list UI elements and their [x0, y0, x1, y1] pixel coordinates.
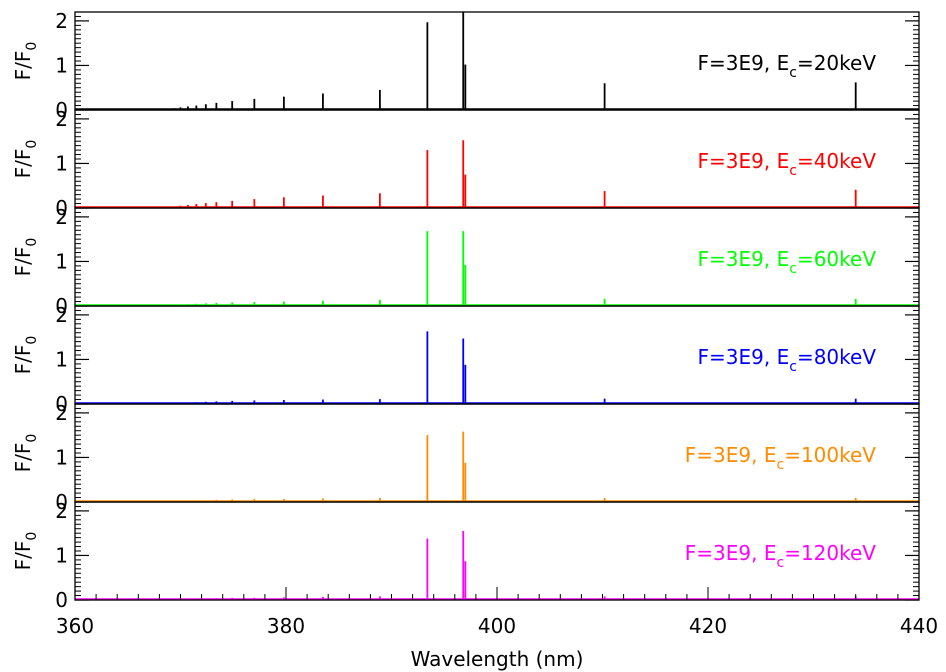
panel-label-prefix: F=3E9, E	[698, 51, 790, 75]
y-tick-label: 2	[55, 303, 68, 327]
y-tick-label: 1	[55, 543, 68, 567]
x-tick-label: 380	[267, 614, 305, 638]
y-axis-label: F/F0	[11, 336, 40, 375]
panel-label: F=3E9, Ec=120keV	[685, 541, 877, 571]
panel-label: F=3E9, Ec=80keV	[698, 345, 877, 375]
y-tick-label: 0	[55, 294, 68, 318]
y-axis-label: F/F0	[11, 140, 40, 179]
y-axis-label-main: F/F	[11, 541, 35, 571]
y-tick-label: 2	[55, 401, 68, 425]
panel-label-sub: c	[789, 359, 797, 375]
x-tick-label: 400	[478, 614, 516, 638]
panel-label-suffix: =40keV	[797, 149, 876, 173]
y-tick-label: 0	[55, 588, 68, 612]
panel-label-suffix: =20keV	[797, 51, 876, 75]
panel-label-prefix: F=3E9, E	[685, 443, 777, 467]
panel-label-suffix: =100keV	[784, 443, 876, 467]
x-tick-label: 420	[689, 614, 727, 638]
panel-label: F=3E9, Ec=20keV	[698, 51, 877, 81]
panel-label-prefix: F=3E9, E	[685, 541, 777, 565]
panel-frame	[74, 207, 920, 307]
x-tick-label: 360	[56, 614, 94, 638]
panel-frame	[74, 305, 920, 405]
y-axis-label: F/F0	[11, 532, 40, 571]
panel-label-sub: c	[777, 457, 785, 473]
y-tick-label: 1	[55, 53, 68, 77]
y-tick-label: 1	[55, 151, 68, 175]
panel-label: F=3E9, Ec=100keV	[685, 443, 877, 473]
panel-label-sub: c	[777, 555, 785, 571]
y-axis-label-main: F/F	[11, 345, 35, 375]
y-tick-label: 1	[55, 445, 68, 469]
panel-label-prefix: F=3E9, E	[698, 247, 790, 271]
y-tick-label: 1	[55, 249, 68, 273]
x-axis: 360 380 400 420 440	[56, 587, 938, 638]
y-axis-label-main: F/F	[11, 443, 35, 473]
y-axis-label-sub: 0	[24, 336, 40, 345]
panel-label-prefix: F=3E9, E	[698, 149, 790, 173]
panel-label-suffix: =120keV	[784, 541, 876, 565]
panel-label: F=3E9, Ec=40keV	[698, 149, 877, 179]
panel-frame	[74, 11, 920, 111]
y-axis-label: F/F0	[11, 434, 40, 473]
panel-label-sub: c	[789, 163, 797, 179]
panel-frame	[74, 109, 920, 209]
y-axis-label-main: F/F	[11, 51, 35, 81]
y-tick-label: 1	[55, 347, 68, 371]
y-tick-label: 0	[55, 392, 68, 416]
y-tick-label: 2	[55, 9, 68, 33]
x-axis-label: Wavelength (nm)	[411, 647, 584, 671]
y-axis-label-sub: 0	[24, 140, 40, 149]
y-axis-label-main: F/F	[11, 149, 35, 179]
y-tick-label: 0	[55, 490, 68, 514]
x-tick-label: 440	[900, 614, 938, 638]
y-axis-label-main: F/F	[11, 247, 35, 277]
y-tick-label: 2	[55, 205, 68, 229]
y-axis-label: F/F0	[11, 42, 40, 81]
y-axis-label-sub: 0	[24, 434, 40, 443]
panel-label-suffix: =80keV	[797, 345, 876, 369]
y-tick-label: 2	[55, 107, 68, 131]
panel-label-sub: c	[789, 65, 797, 81]
y-tick-label: 0	[55, 196, 68, 220]
panel-label: F=3E9, Ec=60keV	[698, 247, 877, 277]
panel-label-suffix: =60keV	[797, 247, 876, 271]
y-axis-label: F/F0	[11, 238, 40, 277]
y-tick-label: 0	[55, 98, 68, 122]
y-axis-label-sub: 0	[24, 238, 40, 247]
y-axis-label-sub: 0	[24, 42, 40, 51]
panel-label-prefix: F=3E9, E	[698, 345, 790, 369]
y-axis-label-sub: 0	[24, 532, 40, 541]
y-tick-label: 2	[55, 499, 68, 523]
panel-label-sub: c	[789, 261, 797, 277]
